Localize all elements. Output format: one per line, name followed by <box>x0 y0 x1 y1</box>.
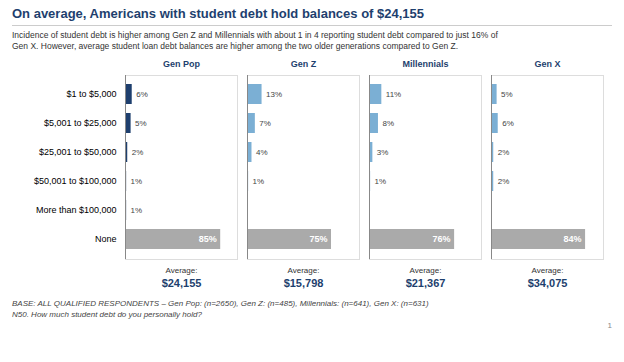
svg-text:$1 to $5,000: $1 to $5,000 <box>66 89 116 99</box>
svg-text:13%: 13% <box>266 90 282 99</box>
svg-text:11%: 11% <box>386 90 401 99</box>
svg-text:1%: 1% <box>375 177 387 186</box>
svg-text:None: None <box>95 234 117 244</box>
svg-text:2%: 2% <box>132 148 144 157</box>
svg-text:5%: 5% <box>501 90 513 99</box>
svg-text:6%: 6% <box>136 90 148 99</box>
html-text:On average, Americans with stu: On average, Americans with student debt … <box>12 6 424 21</box>
svg-text:$5,001 to $25,000: $5,001 to $25,000 <box>44 118 117 128</box>
html-text:1: 1 <box>607 320 612 330</box>
svg-text:1%: 1% <box>131 206 143 215</box>
html-text:BASE: ALL QUALIFIED RESPONDENT: BASE: ALL QUALIFIED RESPONDENTS – Gen Po… <box>12 298 429 308</box>
svg-text:75%: 75% <box>309 234 327 244</box>
svg-text:$15,798: $15,798 <box>284 276 324 288</box>
svg-text:7%: 7% <box>259 119 271 128</box>
svg-text:3%: 3% <box>377 148 389 157</box>
svg-text:$21,367: $21,367 <box>406 276 446 288</box>
html-text:N50. How much student debt do: N50. How much student debt do you person… <box>12 309 202 319</box>
svg-text:4%: 4% <box>256 148 268 157</box>
svg-text:Average:: Average: <box>288 265 320 274</box>
svg-text:Average:: Average: <box>166 265 198 274</box>
svg-text:Gen X: Gen X <box>534 58 560 68</box>
svg-text:1%: 1% <box>253 177 265 186</box>
svg-text:5%: 5% <box>135 119 147 128</box>
svg-text:8%: 8% <box>382 119 394 128</box>
svg-text:$25,001 to $50,000: $25,001 to $50,000 <box>39 147 117 157</box>
svg-text:More than $100,000: More than $100,000 <box>36 205 117 215</box>
svg-text:2%: 2% <box>498 177 510 186</box>
svg-text:6%: 6% <box>502 119 514 128</box>
svg-text:$24,155: $24,155 <box>162 276 202 288</box>
svg-text:$50,001 to $100,000: $50,001 to $100,000 <box>34 176 117 186</box>
svg-text:Gen Z: Gen Z <box>291 58 317 68</box>
svg-text:1%: 1% <box>131 177 143 186</box>
svg-text:$34,075: $34,075 <box>528 276 568 288</box>
svg-text:Average:: Average: <box>532 265 564 274</box>
svg-text:Gen Pop: Gen Pop <box>163 58 201 68</box>
svg-text:76%: 76% <box>433 234 451 244</box>
svg-text:Millennials: Millennials <box>402 58 448 68</box>
svg-text:Average:: Average: <box>410 265 442 274</box>
svg-text:2%: 2% <box>498 148 510 157</box>
svg-text:84%: 84% <box>564 234 582 244</box>
svg-text:85%: 85% <box>199 234 217 244</box>
html-text:Incidence of student debt is h: Incidence of student debt is higher amon… <box>12 30 498 52</box>
